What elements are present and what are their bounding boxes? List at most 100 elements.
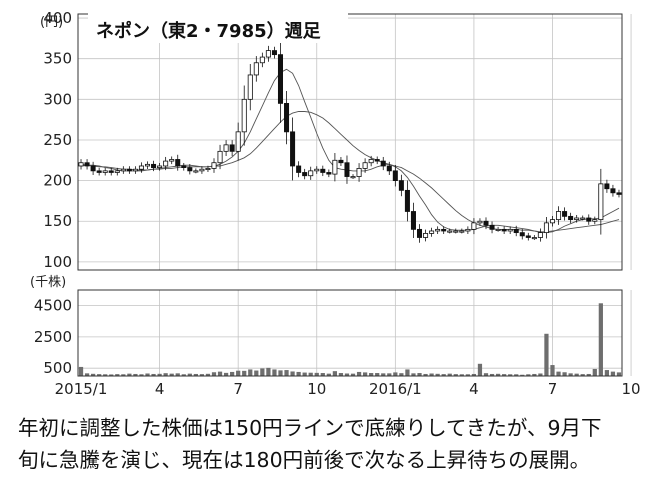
volume-bar xyxy=(411,373,416,376)
candle-body xyxy=(302,172,308,177)
candlestick xyxy=(471,218,477,235)
candle-body xyxy=(525,235,531,238)
candle-body xyxy=(259,56,265,64)
candle-body xyxy=(495,228,501,231)
volume-bar xyxy=(568,373,573,376)
volume-bar xyxy=(604,370,610,376)
volume-bar xyxy=(556,371,561,376)
moving-average-lines xyxy=(80,68,620,234)
volume-bar xyxy=(610,371,616,376)
volume-bar xyxy=(514,374,519,376)
volume-bar xyxy=(592,368,597,376)
candlestick xyxy=(447,228,453,234)
price-tick-label: 400 xyxy=(43,9,72,27)
candle-body xyxy=(290,131,296,167)
candlestick xyxy=(144,161,151,169)
candle-body xyxy=(157,165,163,169)
volume-bars xyxy=(78,303,622,376)
stock-chart: 100 150 200 250 300 350 400 500 2500 4500 2015/1 4 7… xyxy=(30,9,641,398)
candlestick xyxy=(284,91,290,145)
candle-body xyxy=(102,170,108,173)
candlestick xyxy=(151,160,157,172)
volume-tick-label: 4500 xyxy=(34,297,72,315)
candle-body xyxy=(199,168,205,172)
date-tick-label: 7 xyxy=(233,380,243,398)
candlestick xyxy=(423,229,429,242)
volume-bar xyxy=(356,371,362,376)
candlestick xyxy=(549,216,556,227)
volume-bar xyxy=(193,373,198,376)
candlestick xyxy=(404,180,410,222)
price-tick-label: 350 xyxy=(43,50,72,68)
candlestick xyxy=(193,168,199,174)
volume-bar xyxy=(429,373,434,376)
candle-body xyxy=(223,144,229,152)
candlestick xyxy=(453,228,459,234)
candlestick xyxy=(586,214,592,225)
candle-body xyxy=(265,50,271,58)
candlestick xyxy=(477,218,483,226)
volume-bar xyxy=(544,333,549,376)
date-tick-label: 10 xyxy=(307,380,326,398)
candle-body xyxy=(175,159,181,167)
candlestick xyxy=(459,228,465,234)
volume-bar xyxy=(217,371,223,376)
candlestick xyxy=(380,156,386,171)
volume-bar xyxy=(260,368,265,376)
candle-body xyxy=(513,228,519,234)
volume-bar xyxy=(502,374,507,376)
candlestick xyxy=(108,167,114,176)
caption-line-1: 年初に調整した株価は150円ラインで底練りしてきたが、9月下 xyxy=(18,416,602,440)
candle-body xyxy=(181,165,187,169)
candlestick xyxy=(302,168,308,180)
candlestick xyxy=(495,226,501,232)
candle-body xyxy=(380,160,386,167)
candle-body xyxy=(459,230,465,233)
candle-body xyxy=(96,170,102,173)
candle-body xyxy=(362,162,368,169)
volume-bar xyxy=(223,372,229,376)
candle-body xyxy=(350,176,356,179)
volume-bar xyxy=(459,374,464,376)
candlestick xyxy=(598,168,604,235)
volume-bar xyxy=(145,373,150,376)
candlestick xyxy=(253,56,259,82)
candlestick xyxy=(90,161,96,175)
candlestick xyxy=(416,224,423,243)
candle-body xyxy=(556,211,562,221)
candle-body xyxy=(410,211,416,230)
volume-bar xyxy=(580,374,585,376)
candlestick xyxy=(169,156,175,165)
candle-body xyxy=(120,168,126,172)
volume-bar xyxy=(181,374,186,376)
candlestick xyxy=(138,162,144,173)
candlestick xyxy=(314,166,320,174)
volume-bar xyxy=(236,370,241,376)
candlestick xyxy=(556,206,562,225)
volume-bar xyxy=(296,371,301,376)
volume-bar xyxy=(187,373,192,376)
candle-body xyxy=(404,189,410,212)
candle-body xyxy=(562,211,568,217)
volume-bar xyxy=(471,373,477,376)
candlestick xyxy=(616,189,622,198)
candle-body xyxy=(616,192,622,195)
candle-body xyxy=(471,222,477,230)
volume-bar xyxy=(405,369,410,376)
candle-body xyxy=(187,167,193,172)
candle-body xyxy=(84,162,90,167)
candle-body xyxy=(447,230,453,233)
candle-body xyxy=(205,168,211,171)
candle-body xyxy=(435,228,441,232)
candlestick xyxy=(356,163,362,182)
volume-unit-label: (千株) xyxy=(30,275,66,290)
volume-bar xyxy=(320,373,325,376)
volume-bar xyxy=(230,371,235,376)
caption-line-2: 旬に急騰を演じ、現在は180円前後で次なる上昇待ちの展開。 xyxy=(18,448,591,472)
candle-body xyxy=(374,159,380,162)
candlestick xyxy=(163,156,169,171)
candlestick xyxy=(223,140,229,157)
volume-bar xyxy=(574,373,579,376)
date-tick-label: 7 xyxy=(548,380,558,398)
volume-bar xyxy=(423,373,428,376)
